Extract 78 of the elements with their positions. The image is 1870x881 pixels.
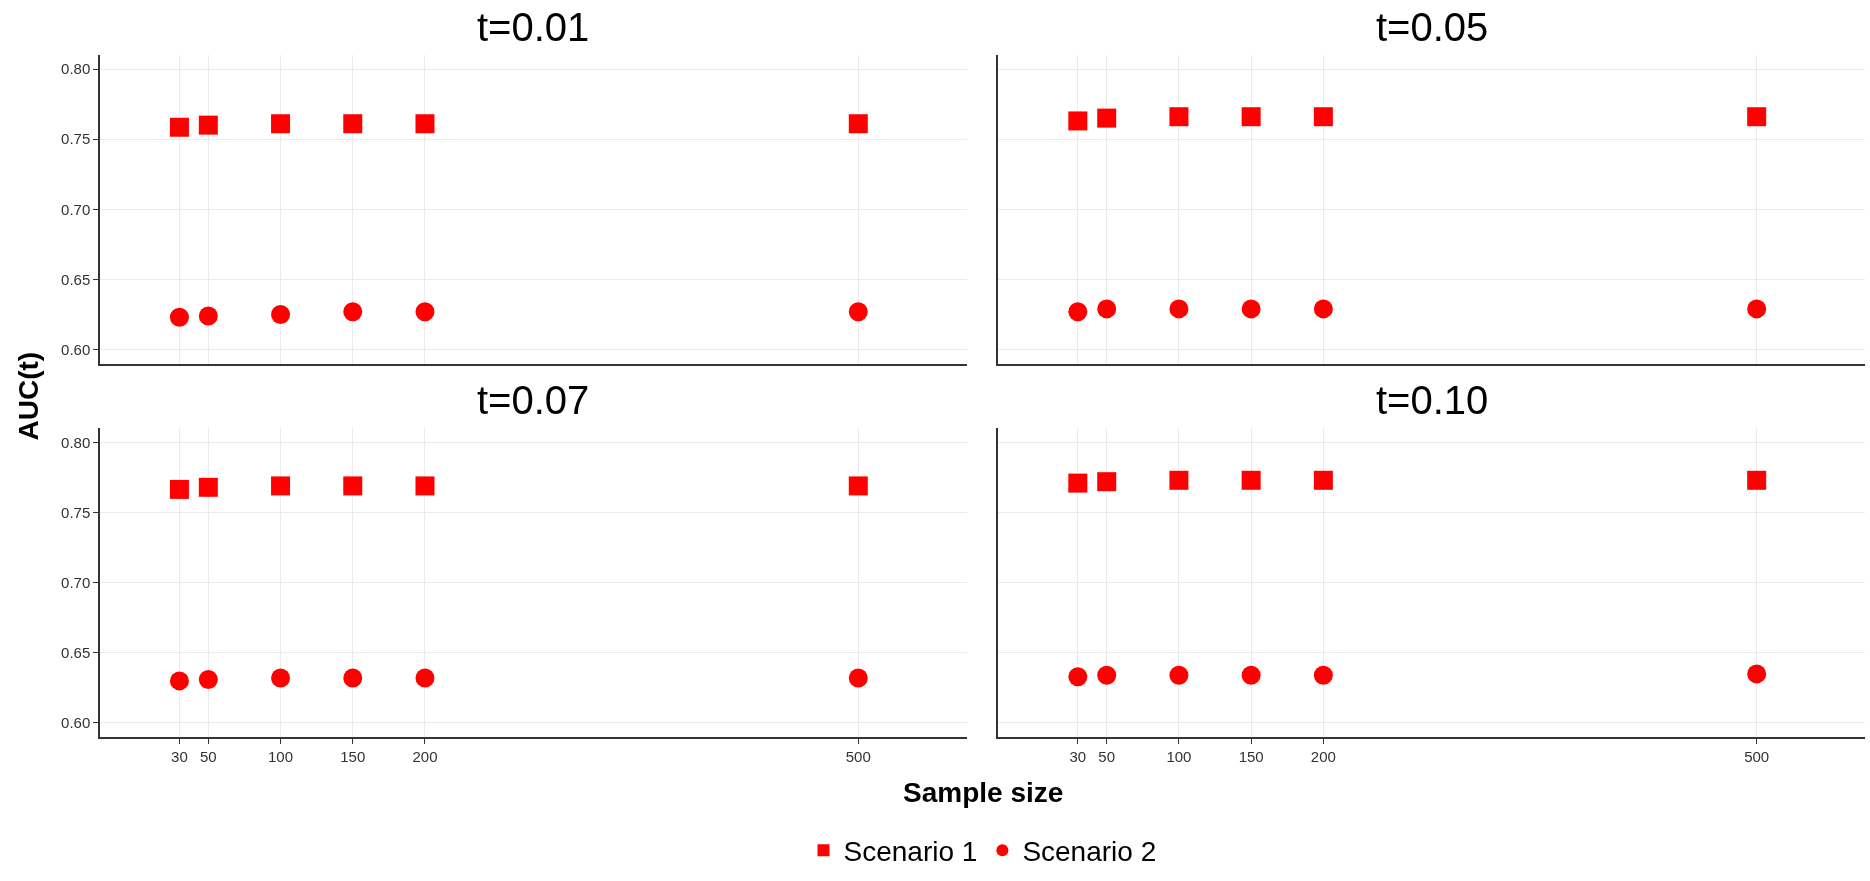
point: [1169, 107, 1189, 127]
point: [198, 669, 218, 689]
point: [1097, 108, 1117, 128]
y-tick-label: 0.60: [61, 714, 91, 732]
point: [1747, 664, 1767, 684]
y-tick-label: 0.80: [61, 60, 91, 78]
y-tick-label: 0.70: [61, 573, 91, 591]
point: [1241, 107, 1261, 127]
point: [343, 114, 363, 134]
x-tick-label: 100: [268, 747, 294, 765]
point: [343, 668, 363, 688]
point: [1097, 299, 1117, 319]
point: [169, 307, 189, 327]
x-tick-label: 500: [1744, 747, 1770, 765]
point: [1068, 473, 1088, 493]
point: [1747, 299, 1767, 319]
y-tick-label: 0.65: [61, 644, 91, 662]
point: [1241, 470, 1261, 490]
point: [271, 305, 291, 324]
point: [271, 668, 291, 688]
point: [1313, 470, 1333, 490]
y-tick-label: 0.60: [61, 340, 91, 358]
x-axis-title: Sample size: [903, 777, 1064, 808]
y-tick-label: 0.80: [61, 433, 91, 451]
chart-title: t=0.10: [1376, 378, 1489, 422]
chart-title: t=0.07: [477, 378, 590, 422]
y-tick-label: 0.75: [61, 130, 91, 148]
legend-label: Scenario 2: [1022, 836, 1157, 868]
x-tick-label: 200: [412, 747, 438, 765]
point: [848, 668, 868, 688]
point: [1313, 665, 1333, 685]
x-tick-label: 50: [199, 747, 217, 765]
x-tick-label: 100: [1166, 747, 1192, 765]
point: [415, 668, 435, 688]
point: [1097, 665, 1117, 685]
point: [848, 114, 868, 134]
point: [415, 302, 435, 322]
point: [1169, 470, 1189, 490]
point: [415, 114, 435, 134]
point: [169, 671, 189, 691]
point: [343, 302, 363, 322]
point: [1747, 470, 1767, 490]
chart-title: t=0.05: [1376, 5, 1489, 49]
point: [1747, 107, 1767, 127]
y-axis-title: AUC(t): [12, 351, 44, 441]
y-tick-label: 0.75: [61, 503, 91, 521]
y-tick-label: 0.70: [61, 200, 91, 218]
point: [1068, 302, 1088, 322]
x-tick-label: 500: [845, 747, 871, 765]
point: [169, 117, 189, 137]
point: [1169, 299, 1189, 319]
x-tick-label: 200: [1310, 747, 1336, 765]
point: [1313, 107, 1333, 127]
point: [198, 477, 218, 497]
point: [343, 476, 363, 496]
point: [271, 476, 291, 496]
point: [1313, 299, 1333, 319]
x-tick-label: 150: [1238, 747, 1264, 765]
point: [848, 476, 868, 496]
point: [1241, 299, 1261, 319]
point: [1068, 667, 1088, 687]
legend-label: Scenario 1: [843, 836, 978, 868]
x-tick-label: 150: [340, 747, 366, 765]
point: [198, 115, 218, 135]
x-tick-label: 50: [1098, 747, 1116, 765]
point: [415, 476, 435, 496]
point: [848, 302, 868, 322]
point: [1097, 472, 1117, 492]
chart-title: t=0.01: [477, 5, 590, 49]
y-tick-label: 0.65: [61, 270, 91, 288]
point: [1068, 111, 1088, 131]
point: [169, 479, 189, 499]
point: [271, 114, 291, 134]
x-tick-label: 30: [1069, 747, 1087, 765]
point: [1169, 665, 1189, 685]
point: [198, 306, 218, 326]
x-tick-label: 30: [171, 747, 188, 765]
point: [1241, 665, 1261, 685]
